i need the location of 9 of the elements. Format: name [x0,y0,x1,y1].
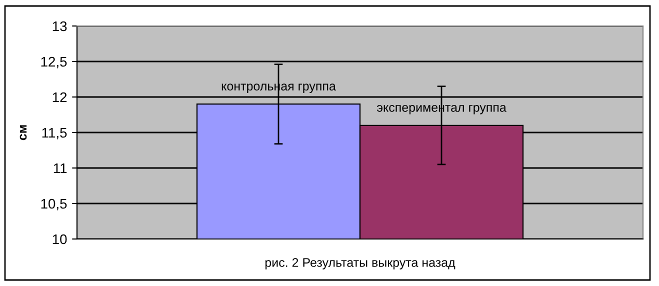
y-tick-label: 12,5 [41,56,67,68]
y-tick-label: 10,5 [41,198,67,210]
y-tick-label: 10 [52,234,67,244]
y-tick-label: 11 [54,163,67,174]
y-tick-label: 13 [52,21,67,32]
y-tick-label: 12 [52,92,67,102]
y-axis-title: см [20,125,27,140]
x-axis-title: рис. 2 Результаты выкрута назад [265,258,456,270]
y-tick-label: 11,5 [42,128,67,140]
